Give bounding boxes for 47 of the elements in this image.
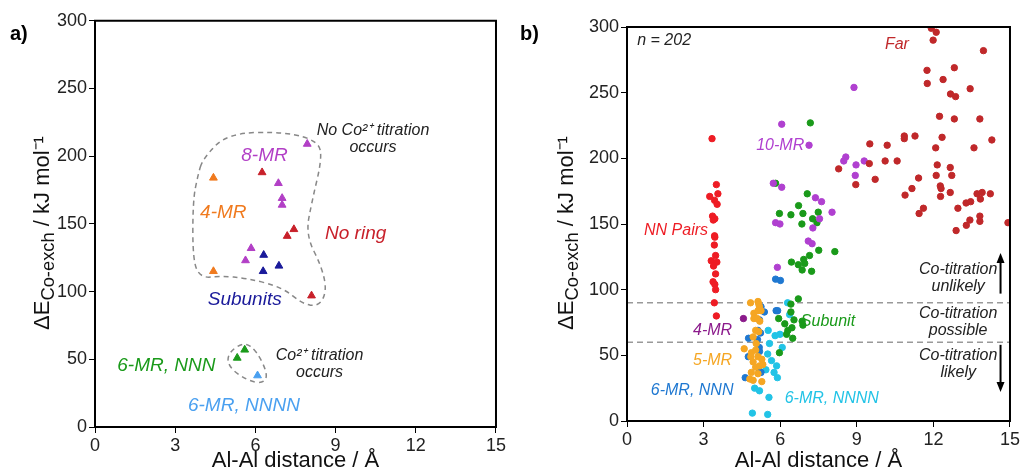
x-tick-label: 0 bbox=[89, 434, 101, 455]
series-label: 10-MR bbox=[756, 135, 805, 153]
y-tick-label: 0 bbox=[608, 409, 619, 430]
series-label: 6-MR, NNN bbox=[117, 354, 216, 376]
y-tick-label: 250 bbox=[588, 81, 619, 102]
annotation: n = 202 bbox=[637, 30, 692, 48]
y-tick-label: 150 bbox=[588, 212, 619, 233]
x-tick-label: 0 bbox=[621, 428, 633, 449]
annotation: Co-titration unlikely bbox=[919, 260, 998, 295]
series-label: 4-MR bbox=[200, 201, 247, 223]
series-label: Far bbox=[884, 34, 910, 52]
y-tick-label: 0 bbox=[76, 415, 87, 436]
y-tick-label: 300 bbox=[56, 9, 87, 30]
y-tick-label: 250 bbox=[56, 77, 87, 98]
series-label: 6-MR, NNNN bbox=[187, 393, 301, 415]
series-label: 6-MR, NNNN bbox=[784, 389, 880, 407]
x-tick-label: 3 bbox=[698, 428, 709, 449]
x-tick-label: 9 bbox=[330, 434, 341, 455]
x-axis-title: Al-Al distance / Å bbox=[734, 446, 903, 472]
x-tick-label: 9 bbox=[851, 428, 862, 449]
series-label: NN Pairs bbox=[644, 221, 709, 239]
annotation: Co²⁺ titration occurs bbox=[275, 345, 364, 380]
series-label: 5-MR bbox=[692, 351, 733, 369]
series-label: 8-MR bbox=[241, 144, 288, 166]
x-tick-label: 6 bbox=[775, 428, 786, 449]
chart-title: a) bbox=[10, 22, 28, 45]
y-tick-label: 200 bbox=[56, 145, 87, 166]
y-tick-label: 200 bbox=[588, 147, 619, 168]
x-tick-label: 15 bbox=[485, 434, 506, 455]
annotation: Co-titration likely bbox=[919, 345, 998, 380]
y-tick-label: 150 bbox=[56, 212, 87, 233]
x-tick-label: 12 bbox=[923, 428, 944, 449]
series-label: 4-MR bbox=[692, 320, 733, 338]
y-tick-label: 50 bbox=[598, 344, 619, 365]
series-label: No ring bbox=[325, 221, 387, 243]
chart-title: b) bbox=[520, 22, 539, 45]
y-tick-label: 100 bbox=[588, 278, 619, 299]
annotation: No Co²⁺ titration occurs bbox=[316, 120, 430, 155]
series-label: 6-MR, NNN bbox=[650, 381, 734, 399]
series-label: Subunits bbox=[207, 288, 283, 310]
x-tick-label: 15 bbox=[999, 428, 1020, 449]
y-tick-label: 50 bbox=[66, 348, 87, 369]
y-tick-label: 300 bbox=[588, 15, 619, 36]
x-tick-label: 3 bbox=[170, 434, 181, 455]
x-tick-label: 12 bbox=[405, 434, 426, 455]
y-tick-label: 100 bbox=[56, 280, 87, 301]
annotation: Co-titration possible bbox=[919, 303, 998, 338]
